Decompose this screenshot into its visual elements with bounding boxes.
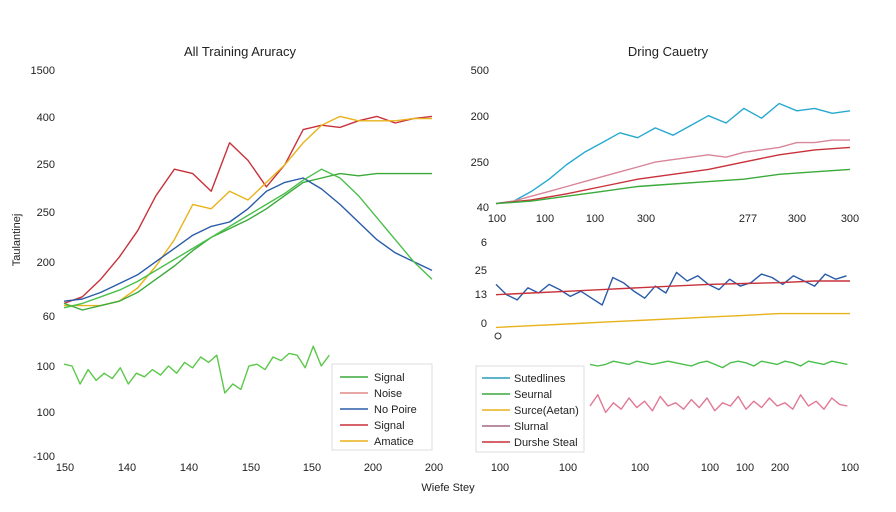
right-top-xtick: 300 [841,213,859,225]
left-top-series-blue-line [63,177,433,302]
right-top-series-green-line [495,168,851,205]
left-panel: All Training Aruracy Taulantinej 1500 40… [11,44,475,494]
right-top-ytick: 200 [471,111,489,123]
right-bottom-xtick: 100 [736,462,754,474]
left-xtick: 200 [425,462,443,474]
left-top-ytick: 250 [37,159,55,171]
legend-label: Durshe Steal [514,437,578,449]
right-middle-series-red-line [495,280,850,296]
legend-label: Slurnal [514,421,548,433]
right-bottom-xtick: 100 [491,462,509,474]
right-bottom-xtick: 200 [771,462,789,474]
right-middle-plot-area [495,271,850,329]
right-middle-ytick: 6 [481,237,487,249]
legend-label: Surce(Aetan) [514,405,579,417]
left-legend: Signal Noise No Poire Signal Amatice [331,363,433,451]
x-axis-label: Wiefe Stey [421,482,475,494]
left-xtick: 200 [364,462,382,474]
left-top-ytick: 60 [43,311,55,323]
right-bottom-series-pink-line [589,394,848,414]
axis-origin-marker [494,332,502,340]
left-chart-title: All Training Aruracy [184,44,296,59]
left-xtick: 150 [303,462,321,474]
left-top-ytick: 1500 [31,65,55,77]
left-bottom-ytick: 100 [37,407,55,419]
legend-label: Seurnal [514,389,552,401]
left-top-series-red-line [63,115,433,305]
left-top-ytick: 250 [37,207,55,219]
right-bottom-xtick: 100 [559,462,577,474]
right-top-series-cyan-line [495,102,851,205]
left-top-series-green-line [63,172,432,311]
right-middle-series-yellow-line [495,312,850,329]
right-top-ytick: 40 [477,202,489,214]
left-legend-box [331,363,433,451]
legend-label: Amatice [374,436,414,448]
left-top-ytick: 400 [37,112,55,124]
left-bottom-series-green-noise-line [63,345,330,394]
legend-label: Signal [374,372,405,384]
right-middle-ytick: 25 [475,265,487,277]
legend-label: Sutedlines [514,373,566,385]
right-top-xtick: 100 [536,213,554,225]
left-xtick: 140 [118,462,136,474]
right-top-plot-area [495,102,851,205]
left-bottom-ytick: -100 [33,451,55,463]
right-top-xtick: 100 [488,213,506,225]
left-xtick: 150 [56,462,74,474]
left-bottom-ytick: 100 [37,361,55,373]
right-bottom-xtick: 100 [701,462,719,474]
right-top-ytick: 500 [471,65,489,77]
right-top-ytick: 250 [471,157,489,169]
right-bottom-plot-area [589,360,848,414]
left-bottom-plot-area [63,345,330,394]
legend-label: Signal [374,420,405,432]
legend-label: No Poire [374,404,417,416]
left-top-series-green2-line [63,168,433,309]
right-middle-series-blue-line [495,271,847,306]
right-top-series-pink-line [495,139,850,205]
right-bottom-series-green-line [589,360,848,369]
legend-label: Noise [374,388,402,400]
right-chart-title: Dring Cauetry [628,44,709,59]
left-y-axis-label: Taulantinej [11,214,23,267]
right-middle-ytick: 13 [475,289,487,301]
left-xtick: 150 [242,462,260,474]
right-top-xtick: 300 [788,213,806,225]
left-top-ytick: 200 [37,257,55,269]
right-bottom-xtick: 100 [631,462,649,474]
right-middle-ytick: 0 [481,318,487,330]
right-bottom-xtick: 100 [841,462,859,474]
right-legend-box [475,365,585,453]
right-legend: Sutedlines Seurnal Surce(Aetan) Slurnal … [475,365,585,453]
left-top-series-yellow-line [64,115,432,307]
right-top-xtick: 277 [739,213,757,225]
right-top-series-red-line [495,146,851,205]
right-top-xtick: 300 [637,213,655,225]
left-top-plot-area [63,115,433,311]
right-top-xtick: 100 [586,213,604,225]
left-xtick: 140 [180,462,198,474]
right-panel: Dring Cauetry 500 200 250 40 100 100 100… [471,44,860,474]
